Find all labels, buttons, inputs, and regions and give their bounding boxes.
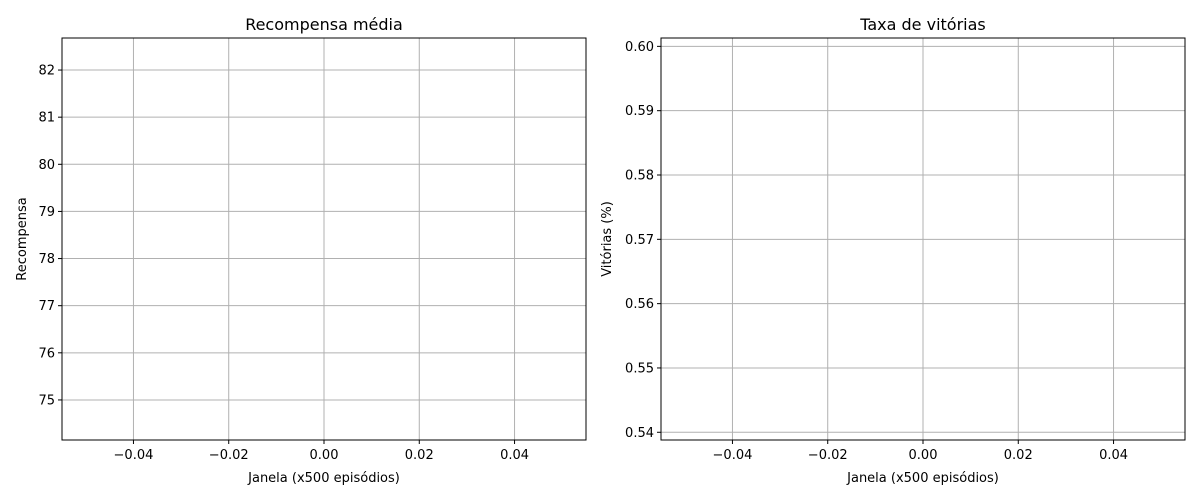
win-rate-chart-y-tick-label: 0.54 (625, 426, 654, 441)
reward-chart-x-tick-label: −0.02 (209, 448, 249, 463)
reward-chart-plot-area (61, 37, 587, 441)
reward-chart-title: Recompensa média (245, 15, 403, 34)
win-rate-chart-title: Taxa de vitórias (859, 15, 986, 34)
reward-chart-y-tick-label: 79 (38, 205, 55, 220)
win-rate-chart-y-axis-label: Vitórias (%) (600, 201, 615, 277)
win-rate-chart-y-tick-label: 0.57 (625, 233, 654, 248)
reward-chart-x-tick-label: 0.02 (405, 448, 434, 463)
win-rate-chart-y-tick-label: 0.60 (625, 40, 654, 55)
win-rate-chart-y-tick-label: 0.58 (625, 169, 654, 184)
win-rate-chart: −0.04 −0.02 0.00 0.02 0.04 0.54 0.55 0.56 0.57 0.… (600, 15, 1186, 486)
reward-chart-y-tick-label: 78 (38, 252, 55, 267)
win-rate-chart-x-tick-label: 0.00 (909, 448, 938, 463)
win-rate-chart-y-tick-label: 0.56 (625, 297, 654, 312)
win-rate-chart-plot-area (660, 37, 1186, 441)
reward-chart-y-axis-label: Recompensa (15, 197, 30, 280)
reward-chart-y-tick-label: 76 (38, 346, 55, 361)
win-rate-chart-x-tick-label: −0.02 (808, 448, 848, 463)
win-rate-chart-y-tick-label: 0.55 (625, 361, 654, 376)
reward-chart: −0.04 −0.02 0.00 0.02 0.04 75 76 77 78 79 80 81 82 R… (15, 15, 587, 486)
reward-chart-x-tick-label: 0.04 (500, 448, 529, 463)
reward-chart-y-tick-label: 77 (38, 299, 55, 314)
reward-chart-x-axis-label: Janela (x500 episódios) (247, 471, 400, 486)
win-rate-chart-x-tick-label: −0.04 (713, 448, 753, 463)
reward-chart-y-tick-label: 81 (38, 111, 55, 126)
win-rate-chart-x-axis-label: Janela (x500 episódios) (846, 471, 999, 486)
win-rate-chart-y-tick-label: 0.59 (625, 104, 654, 119)
win-rate-chart-x-tick-label: 0.04 (1099, 448, 1128, 463)
reward-chart-y-tick-label: 80 (38, 158, 55, 173)
win-rate-chart-x-tick-label: 0.02 (1004, 448, 1033, 463)
reward-chart-x-tick-label: −0.04 (114, 448, 154, 463)
reward-chart-x-tick-label: 0.00 (310, 448, 339, 463)
reward-chart-y-tick-label: 82 (38, 64, 55, 79)
reward-chart-y-tick-label: 75 (38, 393, 55, 408)
